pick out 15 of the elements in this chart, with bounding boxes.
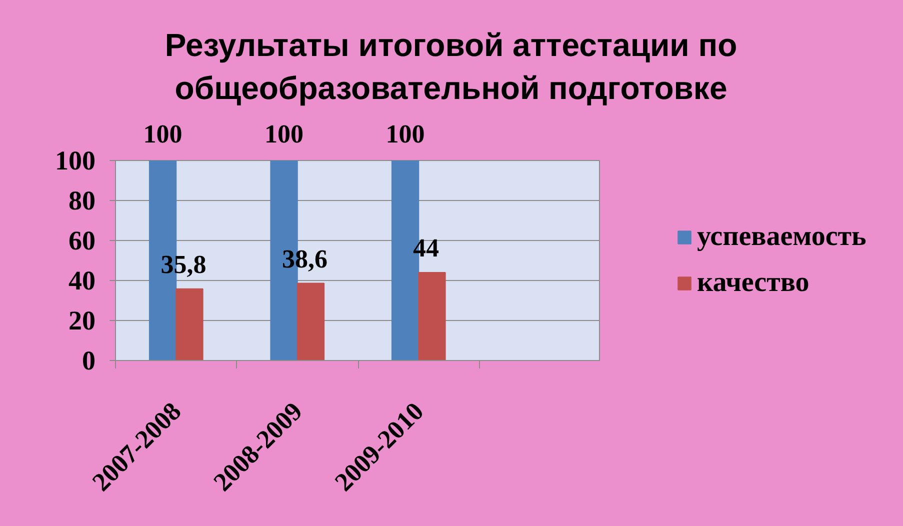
legend-label: успеваемость (697, 221, 866, 253)
chart-title: Результаты итоговой аттестации по общеобразовательной подготовке (164, 26, 738, 108)
bar (296, 282, 325, 360)
y-tick-label: 40 (68, 266, 96, 296)
bar (418, 272, 446, 360)
y-tick-label: 80 (68, 186, 96, 216)
y-tick-label: 20 (68, 306, 96, 336)
bar (176, 288, 204, 360)
data-label: 100 (386, 120, 425, 148)
data-label: 100 (264, 120, 304, 148)
y-tick-label: 0 (82, 346, 96, 376)
y-tick-label: 100 (55, 146, 96, 176)
y-tick-label: 60 (68, 226, 96, 256)
data-label: 100 (143, 120, 182, 148)
legend-label: качество (697, 267, 810, 299)
